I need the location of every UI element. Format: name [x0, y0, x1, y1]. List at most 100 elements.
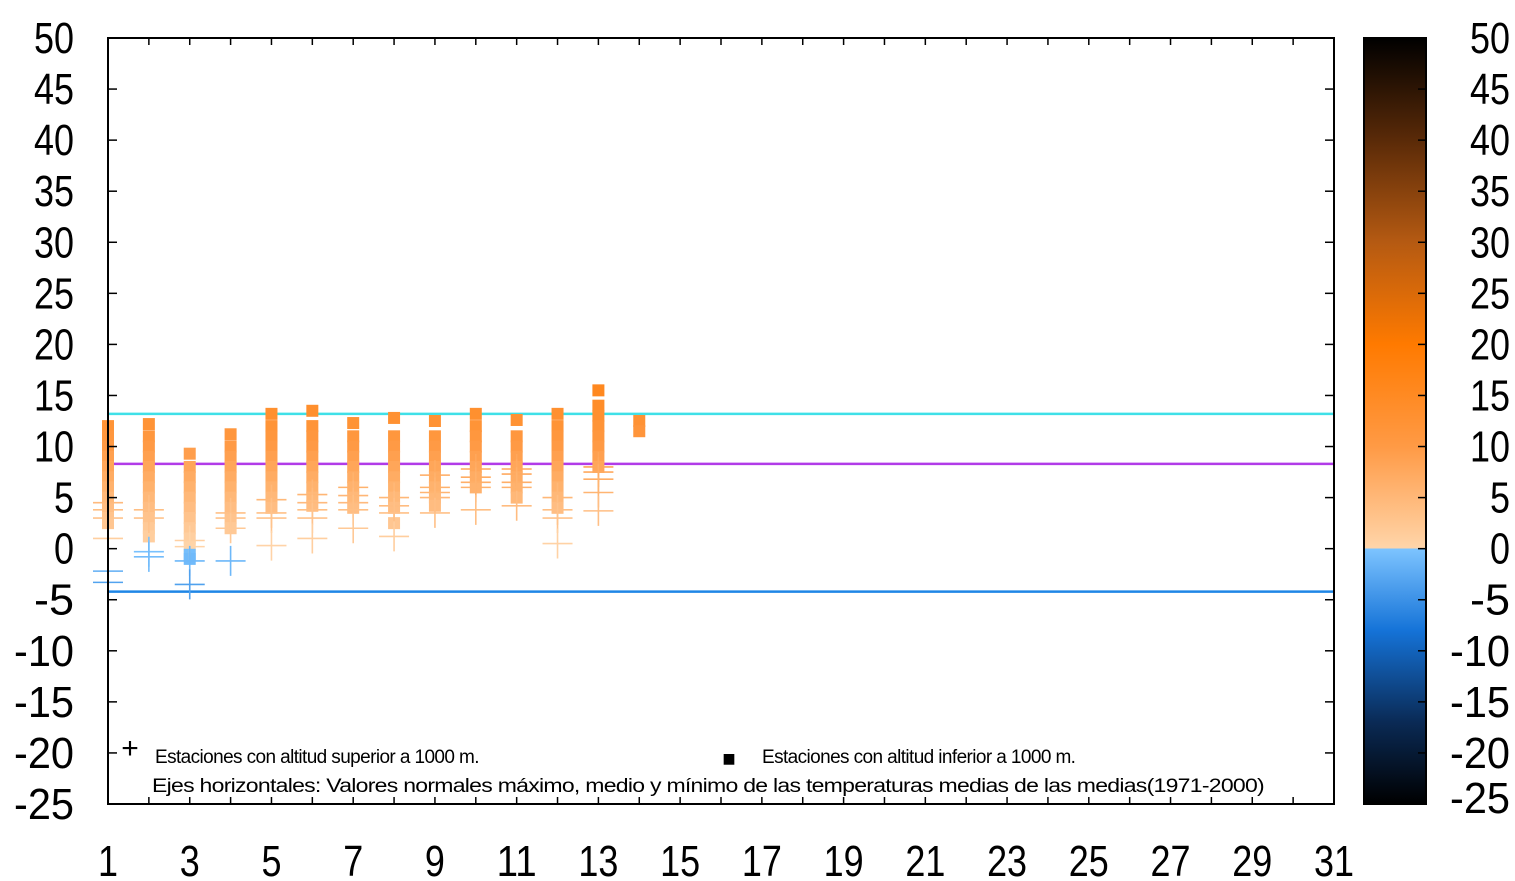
station-low-marker [183, 512, 196, 525]
station-low-marker [183, 481, 196, 494]
colorbar-tick-label: 10 [1470, 423, 1510, 472]
x-tick-label: 19 [824, 837, 864, 881]
station-low-marker [551, 407, 564, 420]
station-low-marker [592, 440, 605, 453]
colorbar-tick-label: 30 [1470, 218, 1510, 267]
y-tick-label: 10 [34, 423, 74, 472]
legend-note: Ejes horizontales: Valores normales máxi… [152, 776, 1264, 797]
y-tick-label: -15 [14, 678, 74, 727]
legend-square-label: Estaciones con altitud inferior a 1000 m… [762, 747, 1075, 768]
x-tick-label: 1 [98, 837, 118, 881]
station-low-marker [510, 413, 523, 426]
station-low-marker [347, 430, 360, 443]
station-low-marker [142, 430, 155, 443]
y-tick-label: 5 [54, 474, 74, 523]
station-high-marker [215, 513, 246, 544]
station-low-marker [347, 460, 360, 473]
station-low-marker [224, 491, 237, 504]
station-low-marker [469, 420, 482, 433]
colorbar-tick-label: -20 [1450, 729, 1510, 778]
station-low-marker [183, 460, 196, 473]
x-tick-label: 3 [180, 837, 200, 881]
x-tick-label: 23 [987, 837, 1027, 881]
station-high-marker [133, 541, 164, 572]
station-low-marker [224, 460, 237, 473]
y-tick-label: 35 [34, 167, 74, 216]
station-low-marker [265, 430, 278, 443]
x-tick-label: 7 [343, 837, 363, 881]
station-high-marker [174, 569, 205, 600]
station-low-marker [142, 418, 155, 431]
station-low-marker [592, 430, 605, 443]
station-high-marker [133, 503, 164, 534]
x-tick-label: 21 [905, 837, 945, 881]
station-low-marker [265, 420, 278, 433]
station-low-marker [306, 460, 319, 473]
station-low-marker [306, 471, 319, 484]
colorbar-tick-label: 35 [1470, 167, 1510, 216]
station-high-marker [297, 523, 328, 554]
x-tick-label: 31 [1314, 837, 1354, 881]
station-low-marker [265, 471, 278, 484]
station-high-marker [256, 503, 287, 534]
station-low-marker [183, 491, 196, 504]
station-low-marker [265, 460, 278, 473]
y-tick-label: -20 [14, 729, 74, 778]
station-high-marker [542, 503, 573, 534]
station-high-marker [542, 528, 573, 559]
station-low-marker [510, 430, 523, 443]
colorbar-tick-label: 45 [1470, 65, 1510, 114]
station-high-marker [379, 521, 410, 552]
station-low-marker [224, 481, 237, 494]
station-high-marker [256, 530, 287, 561]
station-low-marker [388, 411, 401, 424]
station-high-marker [215, 545, 246, 576]
station-low-marker [592, 409, 605, 422]
station-low-marker [183, 447, 196, 460]
station-low-marker [224, 450, 237, 463]
legend-plus-symbol: + [121, 732, 139, 765]
colorbar-tick-label: 20 [1470, 320, 1510, 369]
station-low-marker [388, 450, 401, 463]
station-low-marker [265, 407, 278, 420]
colorbar-tick-label: 25 [1470, 269, 1510, 318]
colorbar-tick-label: -25 [1450, 774, 1510, 823]
station-low-marker [428, 430, 441, 443]
station-low-marker [183, 471, 196, 484]
x-tick-label: 5 [261, 837, 281, 881]
colorbar-tick-label: 15 [1470, 371, 1510, 420]
station-low-marker [633, 425, 646, 438]
station-low-marker [592, 399, 605, 412]
frame-ticks [107, 37, 1335, 805]
station-low-marker [388, 440, 401, 453]
station-low-marker [347, 440, 360, 453]
legend-square-symbol: ■ [722, 751, 735, 767]
colorbar-tick-label: 0 [1490, 525, 1510, 574]
station-low-marker [265, 440, 278, 453]
colorbar-tick-label: -5 [1470, 576, 1510, 625]
y-tick-label: 0 [54, 525, 74, 574]
station-low-marker [428, 440, 441, 453]
station-low-marker [592, 420, 605, 433]
station-low-marker [388, 460, 401, 473]
station-low-marker [183, 501, 196, 514]
colorbar [1363, 37, 1427, 805]
y-tick-label: -5 [34, 576, 74, 625]
station-low-marker [306, 440, 319, 453]
station-low-marker [551, 430, 564, 443]
station-low-marker [142, 460, 155, 473]
station-low-marker [469, 430, 482, 443]
station-low-marker [551, 450, 564, 463]
x-tick-label: 11 [497, 837, 537, 881]
colorbar-tick-label: 40 [1470, 116, 1510, 165]
x-tick-label: 9 [425, 837, 445, 881]
station-low-marker [142, 450, 155, 463]
station-low-marker [224, 428, 237, 441]
station-low-marker [469, 407, 482, 420]
colorbar-tick-label: -10 [1450, 627, 1510, 676]
station-low-marker [551, 420, 564, 433]
station-low-marker [551, 471, 564, 484]
